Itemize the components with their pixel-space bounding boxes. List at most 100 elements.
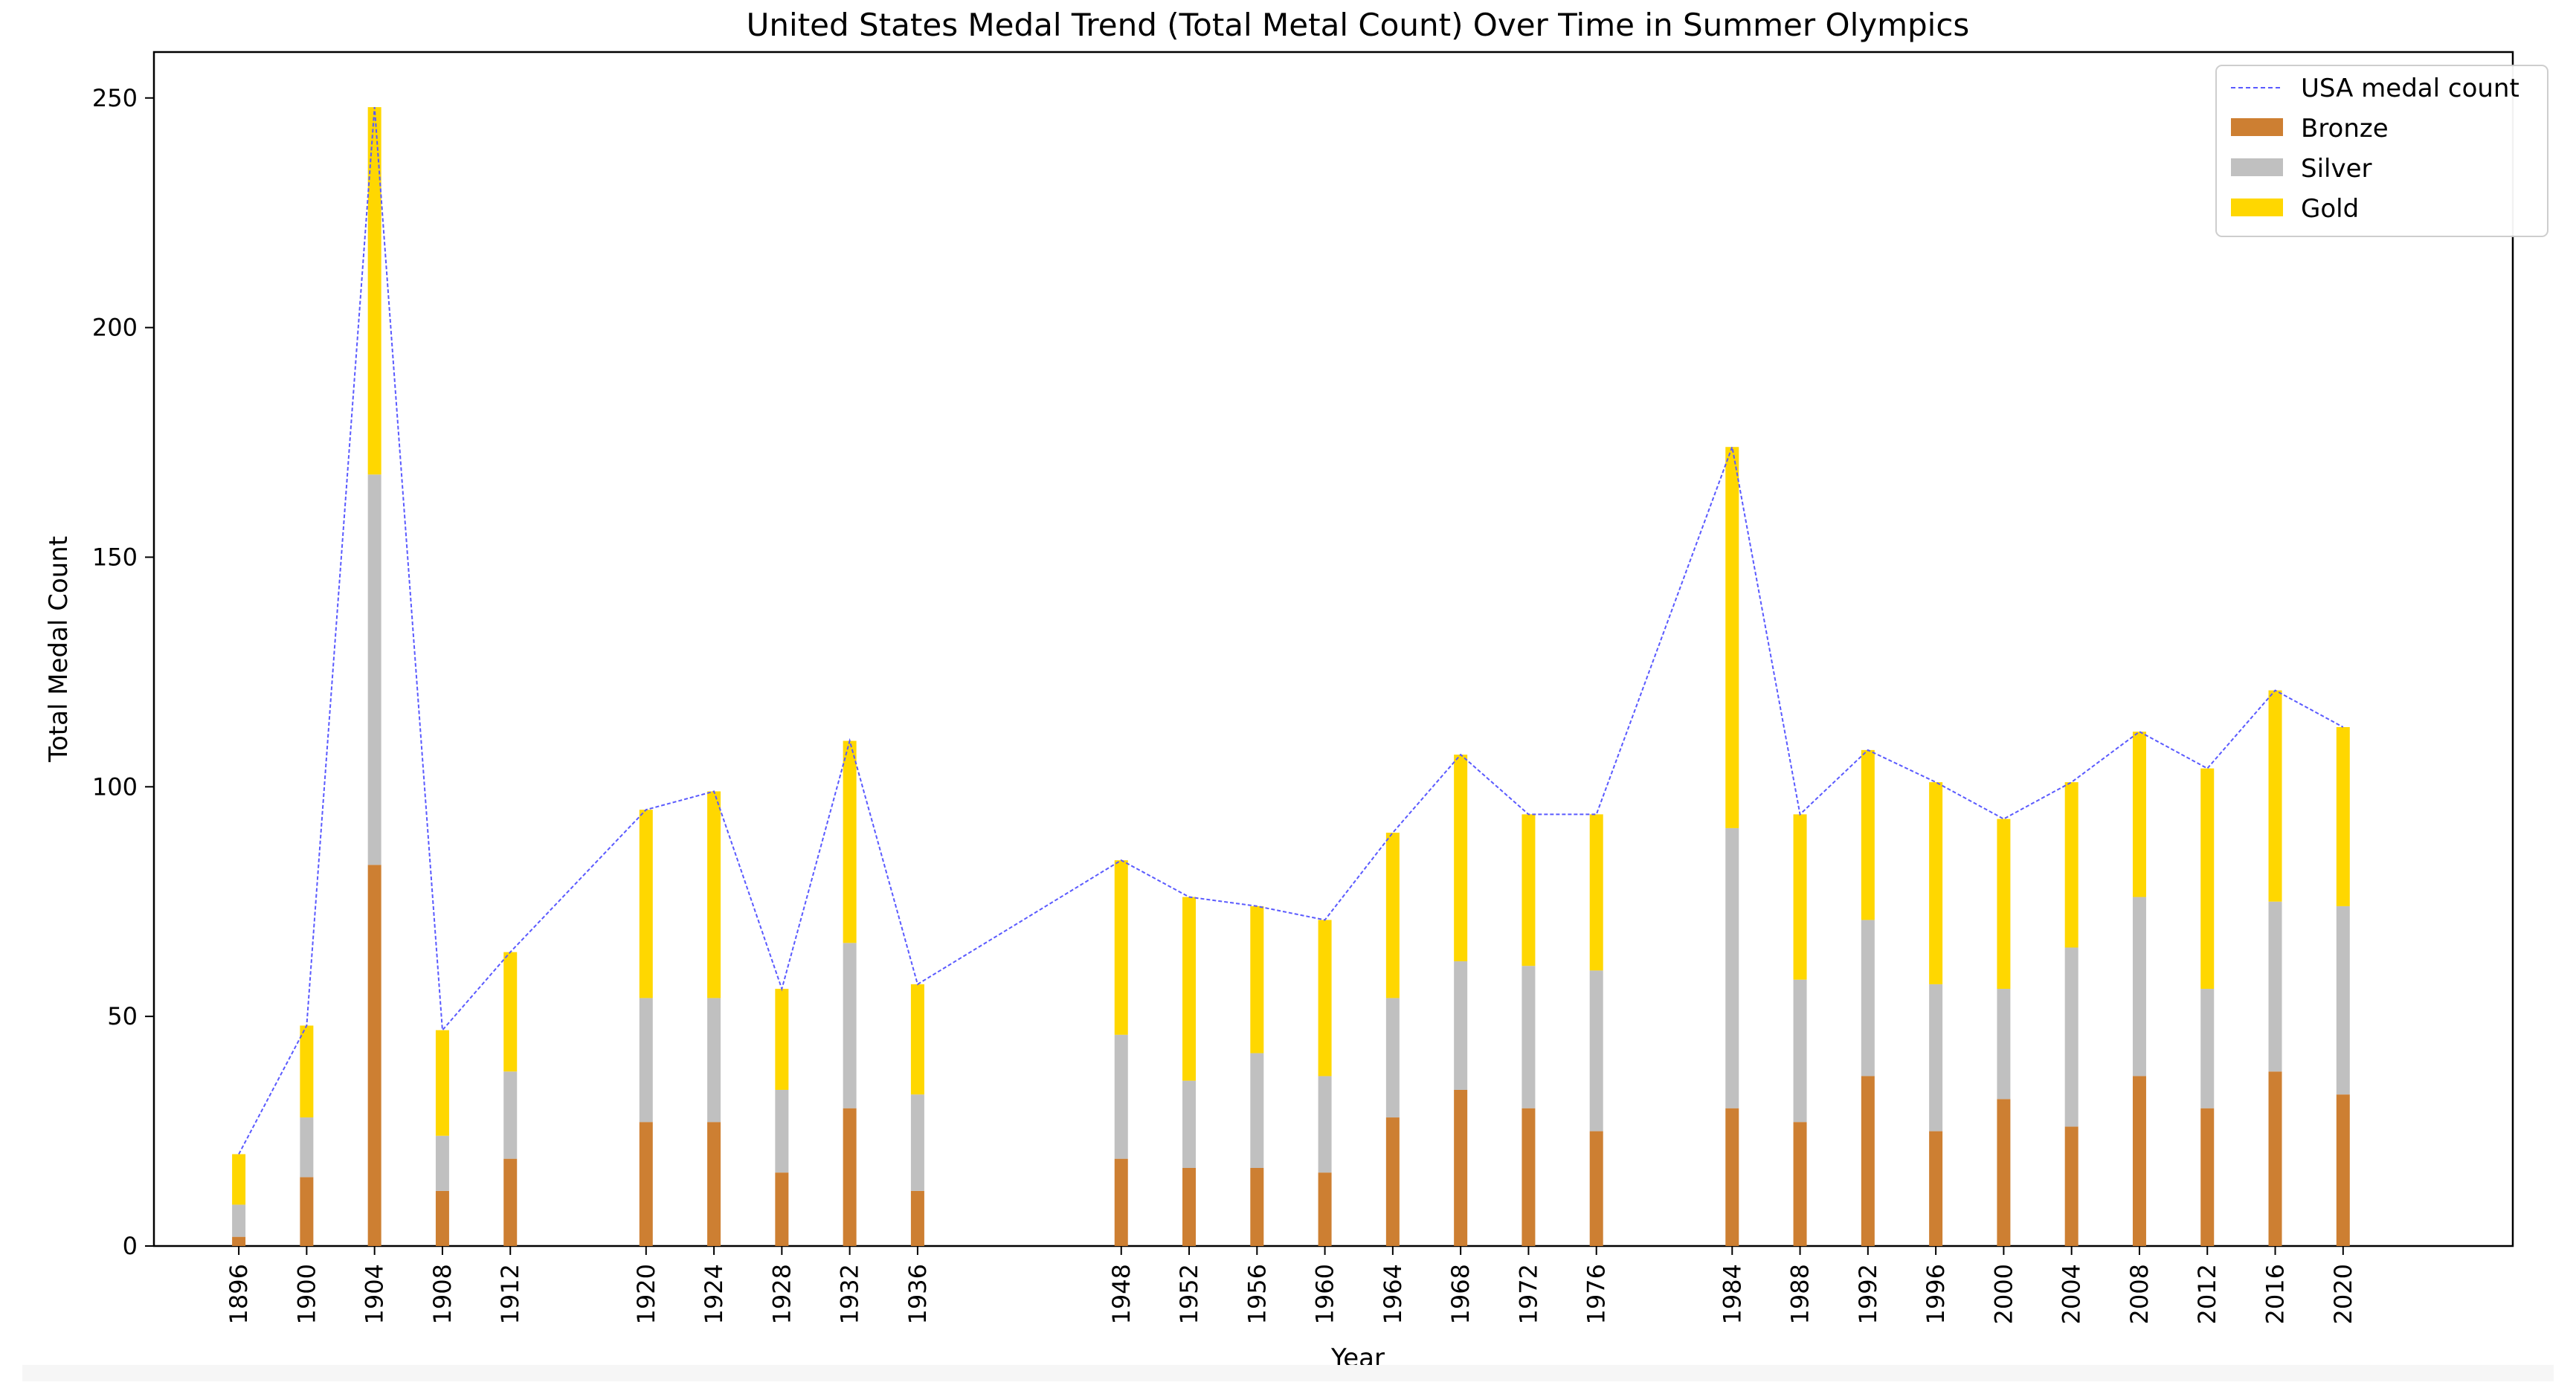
bar-gold-1936 — [910, 984, 924, 1095]
bar-bronze-1968 — [1454, 1089, 1468, 1246]
bar-gold-1932 — [843, 740, 857, 943]
x-ticks: 1896 1900 1904 1908 1912 1920 1924 1928 1932 1936… — [225, 1246, 2357, 1324]
bar-gold-2020 — [2336, 727, 2350, 906]
plot-area — [152, 51, 2514, 1247]
x-tick-label-1920: 1920 — [632, 1264, 660, 1324]
bar-silver-1992 — [1861, 920, 1875, 1076]
legend-frame — [2215, 65, 2548, 237]
bar-silver-1900 — [300, 1117, 314, 1178]
bar-gold-1928 — [775, 989, 789, 1090]
bar-gold-1988 — [1793, 814, 1807, 980]
bar-silver-1964 — [1385, 998, 1400, 1118]
bar-bronze-1992 — [1861, 1076, 1875, 1246]
x-tick-label-2008: 2008 — [2125, 1264, 2154, 1324]
x-tick-label-2012: 2012 — [2193, 1264, 2221, 1324]
x-tick-label-1976: 1976 — [1582, 1264, 1611, 1324]
bar-silver-1972 — [1522, 966, 1536, 1108]
footer-strip — [22, 1365, 2554, 1381]
legend-label-bronze: Bronze — [2301, 114, 2389, 143]
x-tick-label-1932: 1932 — [836, 1264, 864, 1324]
y-axis-label: Total Medal Count — [44, 536, 74, 763]
bar-bronze-1908 — [435, 1190, 449, 1246]
line-layer — [238, 107, 2344, 1155]
bar-bronze-1912 — [503, 1158, 518, 1246]
bar-bronze-1932 — [843, 1108, 857, 1246]
x-tick-label-1936: 1936 — [904, 1264, 932, 1324]
bar-bronze-1900 — [300, 1177, 314, 1246]
bar-gold-2012 — [2200, 768, 2215, 990]
bar-silver-2012 — [2200, 989, 2215, 1108]
chart-title: United States Medal Trend (Total Metal C… — [747, 7, 1970, 43]
legend-swatch-bronze — [2231, 118, 2283, 136]
bar-bronze-2020 — [2336, 1094, 2350, 1246]
bar-silver-1984 — [1725, 827, 1739, 1108]
bar-gold-1908 — [435, 1030, 449, 1136]
bar-gold-2016 — [2268, 690, 2282, 902]
y-tick-label-250: 250 — [92, 84, 138, 112]
legend-label-gold: Gold — [2301, 194, 2359, 224]
bar-gold-1948 — [1114, 860, 1128, 1035]
x-tick-label-2000: 2000 — [1989, 1264, 2018, 1324]
bar-silver-1956 — [1250, 1053, 1264, 1168]
bar-gold-1960 — [1318, 920, 1332, 1076]
bar-gold-1912 — [503, 952, 518, 1072]
bar-gold-1964 — [1385, 833, 1400, 998]
bar-silver-1988 — [1793, 979, 1807, 1123]
bar-gold-1996 — [1929, 782, 1943, 984]
bar-gold-2008 — [2132, 732, 2146, 897]
bar-gold-1992 — [1861, 749, 1875, 920]
x-tick-label-1968: 1968 — [1446, 1264, 1475, 1324]
x-tick-label-1984: 1984 — [1718, 1264, 1746, 1324]
bar-bronze-1964 — [1385, 1117, 1400, 1246]
bar-silver-2020 — [2336, 906, 2350, 1095]
x-tick-label-1992: 1992 — [1854, 1264, 1882, 1324]
y-tick-label-100: 100 — [92, 772, 138, 801]
bar-bronze-1972 — [1522, 1108, 1536, 1246]
x-tick-label-1908: 1908 — [428, 1264, 457, 1324]
bar-silver-1896 — [232, 1204, 246, 1237]
bar-bronze-1924 — [707, 1122, 721, 1246]
x-tick-label-2020: 2020 — [2329, 1264, 2357, 1324]
bar-gold-1924 — [707, 791, 721, 998]
bar-silver-2008 — [2132, 897, 2146, 1076]
bars-layer — [232, 107, 2350, 1246]
x-tick-label-1988: 1988 — [1786, 1264, 1815, 1324]
bar-silver-1948 — [1114, 1034, 1128, 1159]
bar-gold-1904 — [367, 107, 381, 475]
bar-bronze-1904 — [367, 865, 381, 1246]
x-tick-label-1912: 1912 — [496, 1264, 524, 1324]
x-tick-label-1928: 1928 — [767, 1264, 796, 1324]
y-tick-label-200: 200 — [92, 314, 138, 342]
x-tick-label-1964: 1964 — [1379, 1264, 1407, 1324]
bar-gold-2004 — [2064, 782, 2078, 948]
bar-gold-1956 — [1250, 906, 1264, 1053]
bar-bronze-1976 — [1589, 1131, 1603, 1246]
bar-bronze-2016 — [2268, 1071, 2282, 1246]
x-tick-label-1948: 1948 — [1107, 1264, 1136, 1324]
bar-silver-1936 — [910, 1094, 924, 1191]
bar-bronze-2004 — [2064, 1126, 2078, 1246]
y-tick-label-50: 50 — [107, 1002, 138, 1030]
bar-silver-1952 — [1182, 1080, 1197, 1168]
bar-bronze-1960 — [1318, 1172, 1332, 1246]
x-tick-label-1904: 1904 — [361, 1264, 389, 1324]
bar-bronze-1920 — [639, 1122, 653, 1246]
bar-silver-2004 — [2064, 947, 2078, 1127]
y-tick-label-0: 0 — [123, 1232, 138, 1260]
x-tick-label-1924: 1924 — [700, 1264, 728, 1324]
x-tick-label-2016: 2016 — [2261, 1264, 2290, 1324]
bar-bronze-1928 — [775, 1172, 789, 1246]
x-tick-label-1896: 1896 — [225, 1264, 253, 1324]
x-tick-label-1960: 1960 — [1311, 1264, 1339, 1324]
bar-bronze-1988 — [1793, 1122, 1807, 1246]
bar-bronze-2008 — [2132, 1076, 2146, 1246]
series-line-usa-medal-count — [238, 107, 2344, 1155]
x-tick-label-1956: 1956 — [1243, 1264, 1271, 1324]
x-tick-label-1952: 1952 — [1175, 1264, 1203, 1324]
bar-bronze-1936 — [910, 1190, 924, 1246]
bar-silver-1928 — [775, 1089, 789, 1173]
bar-bronze-1956 — [1250, 1167, 1264, 1246]
bar-silver-1996 — [1929, 984, 1943, 1132]
x-tick-label-2004: 2004 — [2058, 1264, 2086, 1324]
